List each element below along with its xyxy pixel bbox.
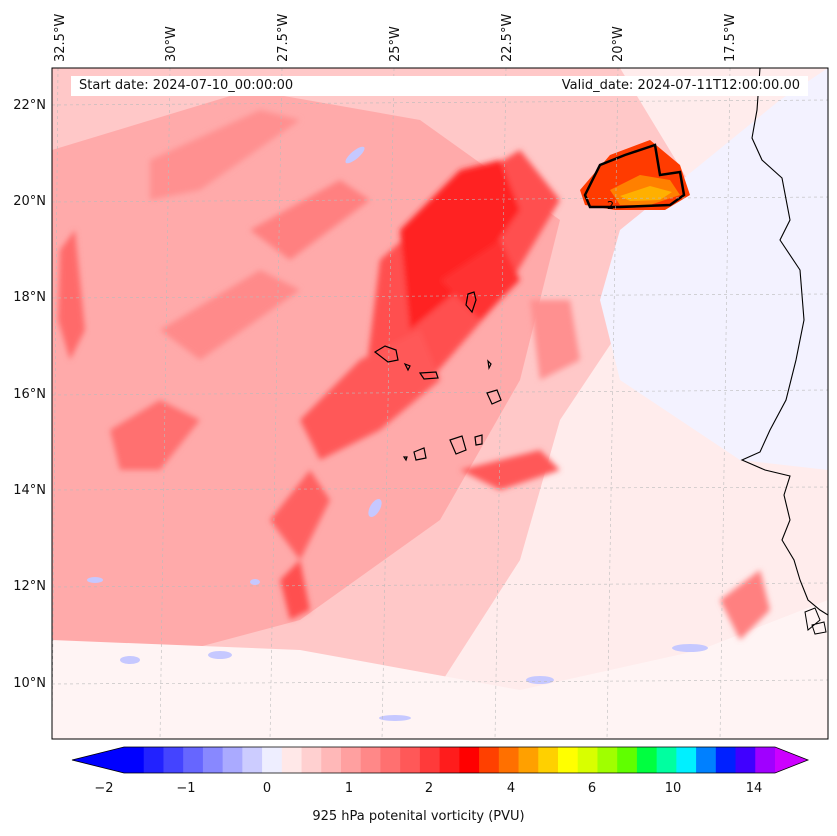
- colorbar-swatch: [419, 747, 441, 773]
- map-frame: [51, 67, 829, 740]
- colorbar-swatch: [518, 747, 539, 773]
- colorbar-swatch: [656, 747, 677, 773]
- colorbar-swatch: [558, 747, 579, 773]
- lon-label: 25°W: [388, 26, 403, 62]
- lat-label: 10°N: [13, 676, 46, 691]
- colorbar-swatch: [459, 747, 480, 773]
- colorbar-swatch: [321, 747, 342, 773]
- colorbar-swatch: [636, 747, 658, 773]
- colorbar-tick: −1: [176, 781, 196, 796]
- colorbar-swatch: [301, 747, 322, 773]
- colorbar-tick: 4: [506, 781, 516, 796]
- colorbar-tick: 6: [587, 781, 597, 796]
- colorbar-swatch: [202, 747, 224, 773]
- colorbar-swatch: [696, 747, 717, 773]
- lat-label: 14°N: [13, 483, 46, 498]
- colorbar-swatch: [242, 747, 263, 773]
- colorbar-swatch: [498, 747, 520, 773]
- colorbar-swatch: [183, 747, 204, 773]
- colorbar-tick: 14: [745, 781, 763, 796]
- colorbar-tick: −2: [94, 781, 114, 796]
- colorbar-tick: 1: [344, 781, 354, 796]
- lat-label: 16°N: [13, 387, 46, 402]
- colorbar-swatch: [538, 747, 559, 773]
- colorbar-swatch: [163, 747, 184, 773]
- colorbar-extend-max: [775, 747, 808, 773]
- contour-label: 2: [607, 199, 614, 212]
- colorbar-swatch: [222, 747, 243, 773]
- colorbar-swatch: [755, 747, 776, 773]
- colorbar-swatch: [380, 747, 401, 773]
- start-date: Start date: 2024-07-10_00:00:00: [79, 78, 294, 93]
- colorbar-tick: 2: [424, 781, 434, 796]
- colorbar-swatch: [360, 747, 381, 773]
- colorbar-extend-min: [72, 747, 124, 773]
- islands-outline: [373, 291, 502, 462]
- colorbar-swatch: [617, 747, 638, 773]
- lon-label: 17.5°W: [723, 13, 738, 62]
- lon-label: 22.5°W: [500, 13, 515, 62]
- colorbar-swatch: [143, 747, 164, 773]
- colorbar-label: 925 hPa potenital vorticity (PVU): [312, 809, 525, 824]
- lat-label: 12°N: [13, 579, 46, 594]
- colorbar-swatch: [715, 747, 737, 773]
- colorbar-swatch: [479, 747, 500, 773]
- lat-label: 20°N: [13, 194, 46, 209]
- colorbar-swatch: [400, 747, 421, 773]
- colorbar-swatch: [676, 747, 697, 773]
- colorbar-swatch: [735, 747, 756, 773]
- lon-label: 32.5°W: [53, 13, 68, 62]
- colorbar-swatch: [281, 747, 303, 773]
- lat-label: 18°N: [13, 290, 46, 305]
- lon-label: 30°W: [164, 26, 179, 62]
- colorbar-swatch: [577, 747, 598, 773]
- lon-label: 20°W: [611, 26, 626, 62]
- colorbar-swatch: [439, 747, 460, 773]
- lon-label: 27.5°W: [276, 13, 291, 62]
- colorbar-swatch: [341, 747, 362, 773]
- colorbar-tick: 0: [262, 781, 272, 796]
- lat-label: 22°N: [13, 98, 46, 113]
- colorbar-swatch: [124, 747, 145, 773]
- date-header: Start date: 2024-07-10_00:00:00 Valid_da…: [71, 76, 808, 96]
- colorbar-swatch: [262, 747, 283, 773]
- colorbar: [71, 746, 810, 774]
- colorbar-swatch: [597, 747, 618, 773]
- colorbar-outline: [71, 746, 810, 774]
- colorbar-tick: 10: [664, 781, 682, 796]
- coastline: [740, 68, 828, 616]
- valid-date: Valid_date: 2024-07-11T12:00:00.00: [561, 78, 800, 93]
- pv-field: 2: [52, 68, 828, 739]
